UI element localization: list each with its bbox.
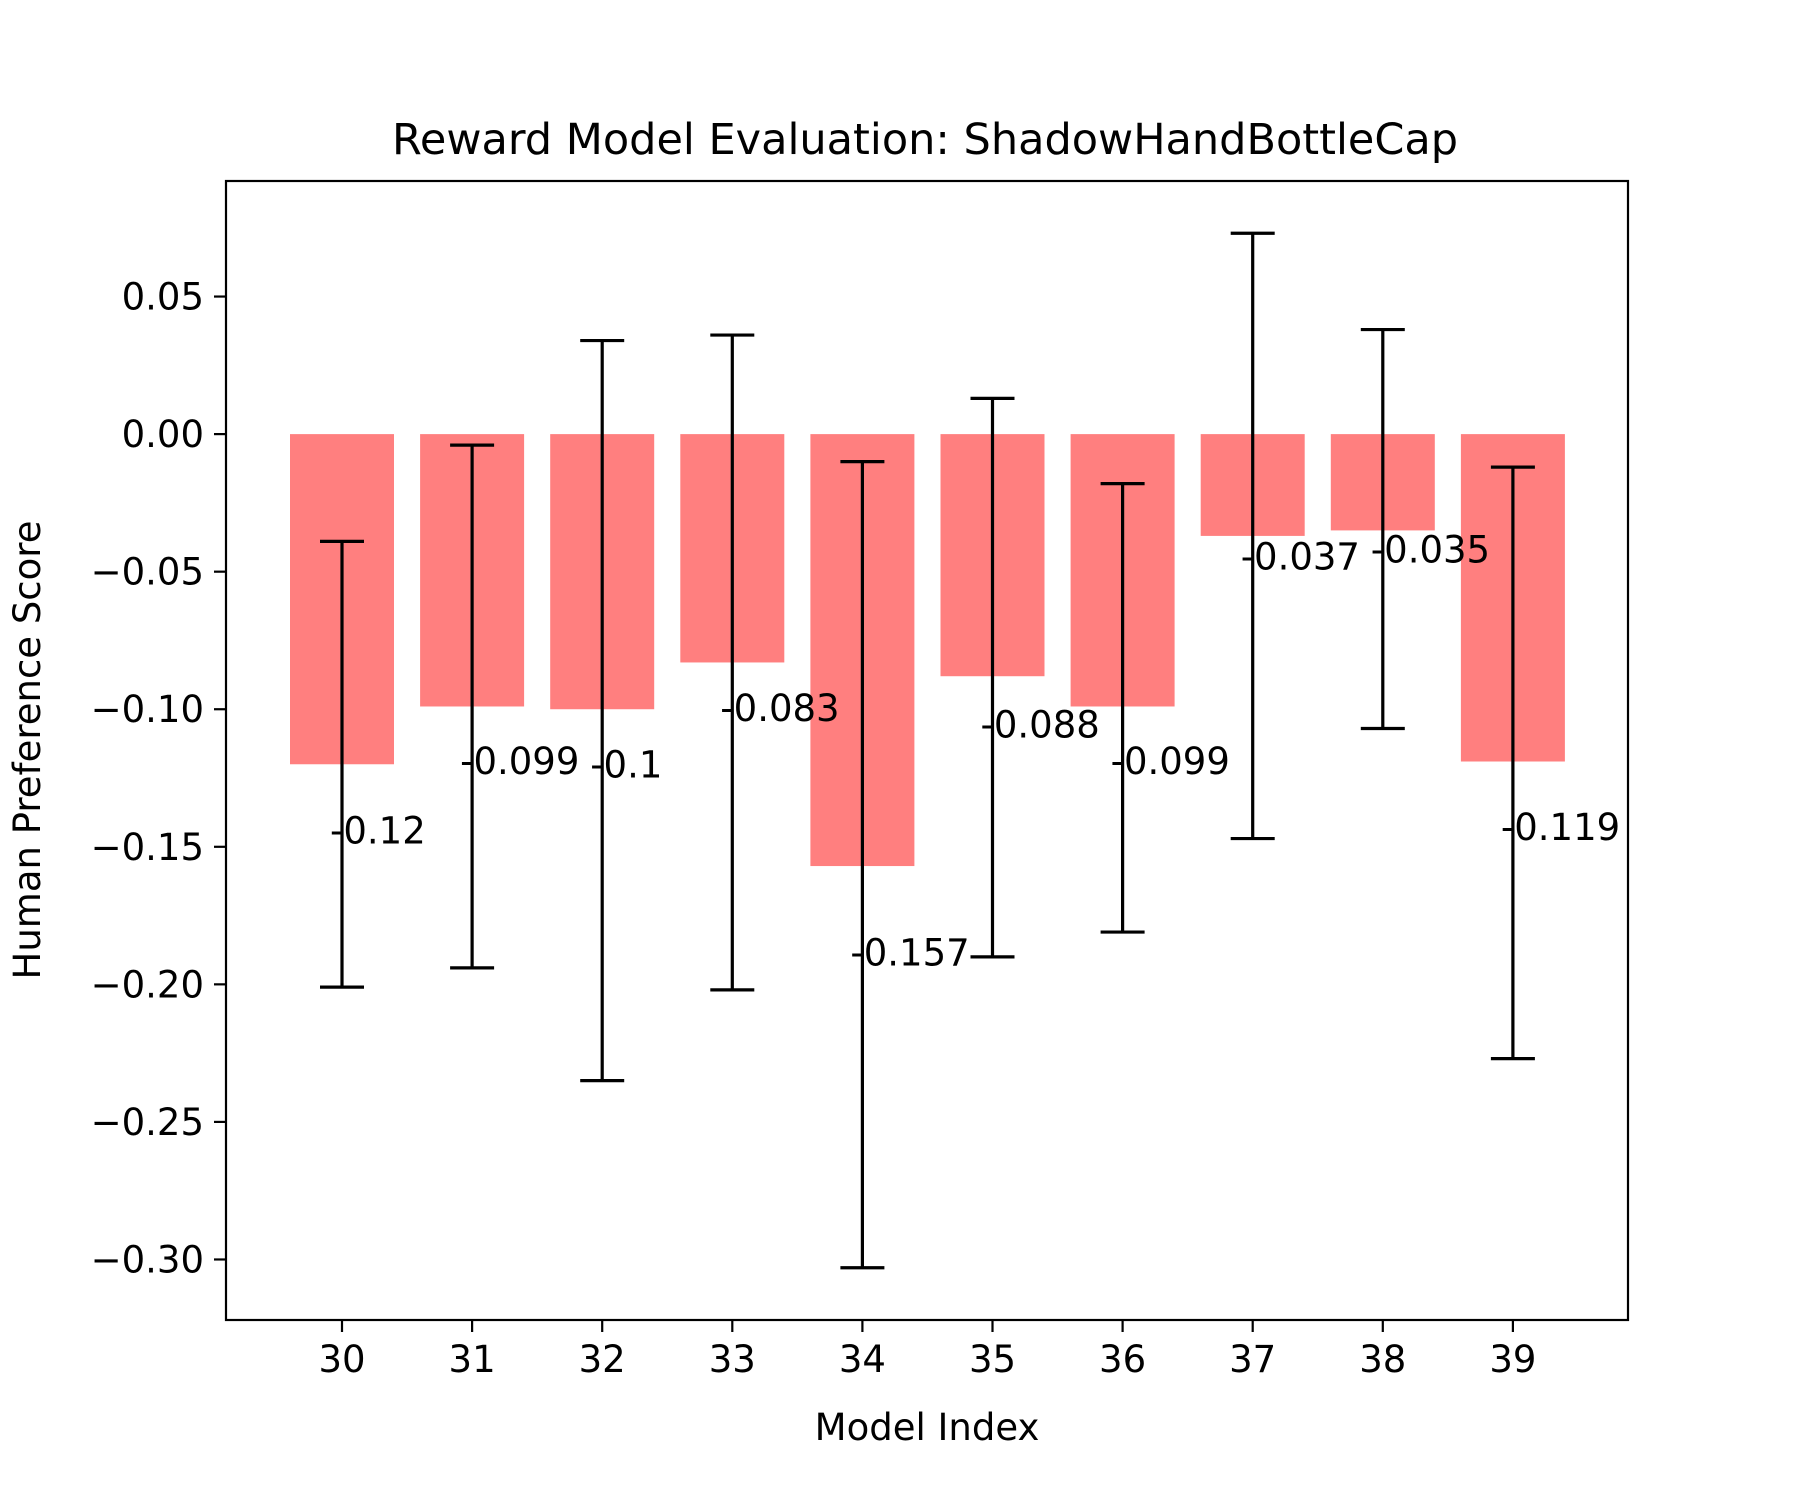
x-tick-label-32: 32 [579,1338,626,1381]
y-tick-label-1: 0.00 [122,413,204,456]
y-tick-label-3: −0.10 [91,688,204,731]
data-label-30: -0.12 [330,809,426,852]
x-tick-label-36: 36 [1099,1338,1146,1381]
x-tick-label-31: 31 [449,1338,496,1381]
error-bars-layer [320,231,1535,1270]
y-axis: 0.05 0.00 −0.05 −0.10 −0.15 −0.20 −0.25 −0.30 [91,276,226,1281]
x-tick-label-38: 38 [1359,1338,1406,1381]
y-tick-label-0: 0.05 [122,276,204,319]
x-axis: 30 31 32 33 34 35 36 37 38 39 [318,1320,1536,1381]
plot-area-frame [224,179,1630,1322]
x-axis-label: Model Index [815,1406,1040,1449]
x-tick-label-33: 33 [709,1338,756,1381]
y-tick-label-6: −0.25 [91,1101,204,1144]
data-label-38: -0.035 [1371,529,1490,572]
data-label-32: -0.1 [590,743,662,786]
data-label-34: -0.157 [850,931,969,974]
data-label-37: -0.037 [1241,535,1360,578]
x-tick-label-30: 30 [318,1338,365,1381]
y-tick-label-7: −0.30 [91,1238,204,1281]
y-tick-label-2: −0.05 [91,551,204,594]
y-tick-label-4: −0.15 [91,826,204,869]
x-tick-label-35: 35 [969,1338,1016,1381]
data-label-35: -0.088 [981,704,1100,747]
bars-layer [290,434,1565,867]
data-label-36: -0.099 [1111,740,1230,783]
x-tick-label-39: 39 [1489,1338,1536,1381]
data-labels-layer: -0.12 -0.099 -0.1 -0.083 -0.157 -0.088 -0.099 -… [330,529,1620,975]
x-tick-label-34: 34 [839,1338,886,1381]
chart-title: Reward Model Evaluation: ShadowHandBottl… [392,115,1458,165]
x-tick-label-37: 37 [1229,1338,1276,1381]
data-label-31: -0.099 [460,740,579,783]
data-label-33: -0.083 [720,687,839,730]
y-axis-label: Human Preference Score [6,521,49,980]
y-tick-label-5: −0.20 [91,963,204,1006]
data-label-39: -0.119 [1501,806,1620,849]
